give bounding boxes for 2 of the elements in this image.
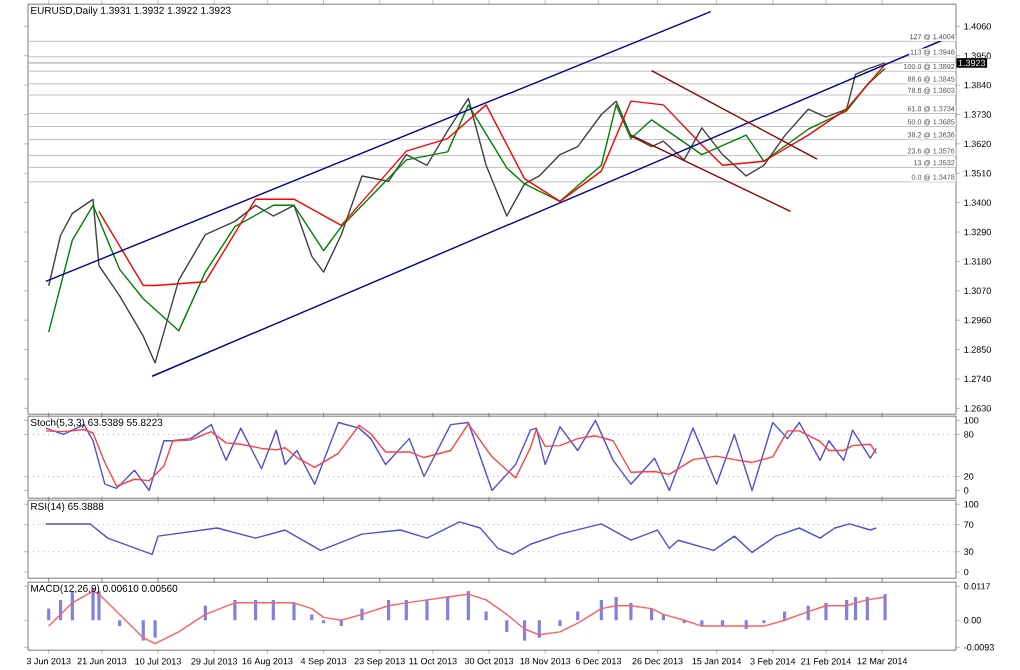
line-series: [45, 521, 877, 556]
line-series: [98, 63, 886, 287]
